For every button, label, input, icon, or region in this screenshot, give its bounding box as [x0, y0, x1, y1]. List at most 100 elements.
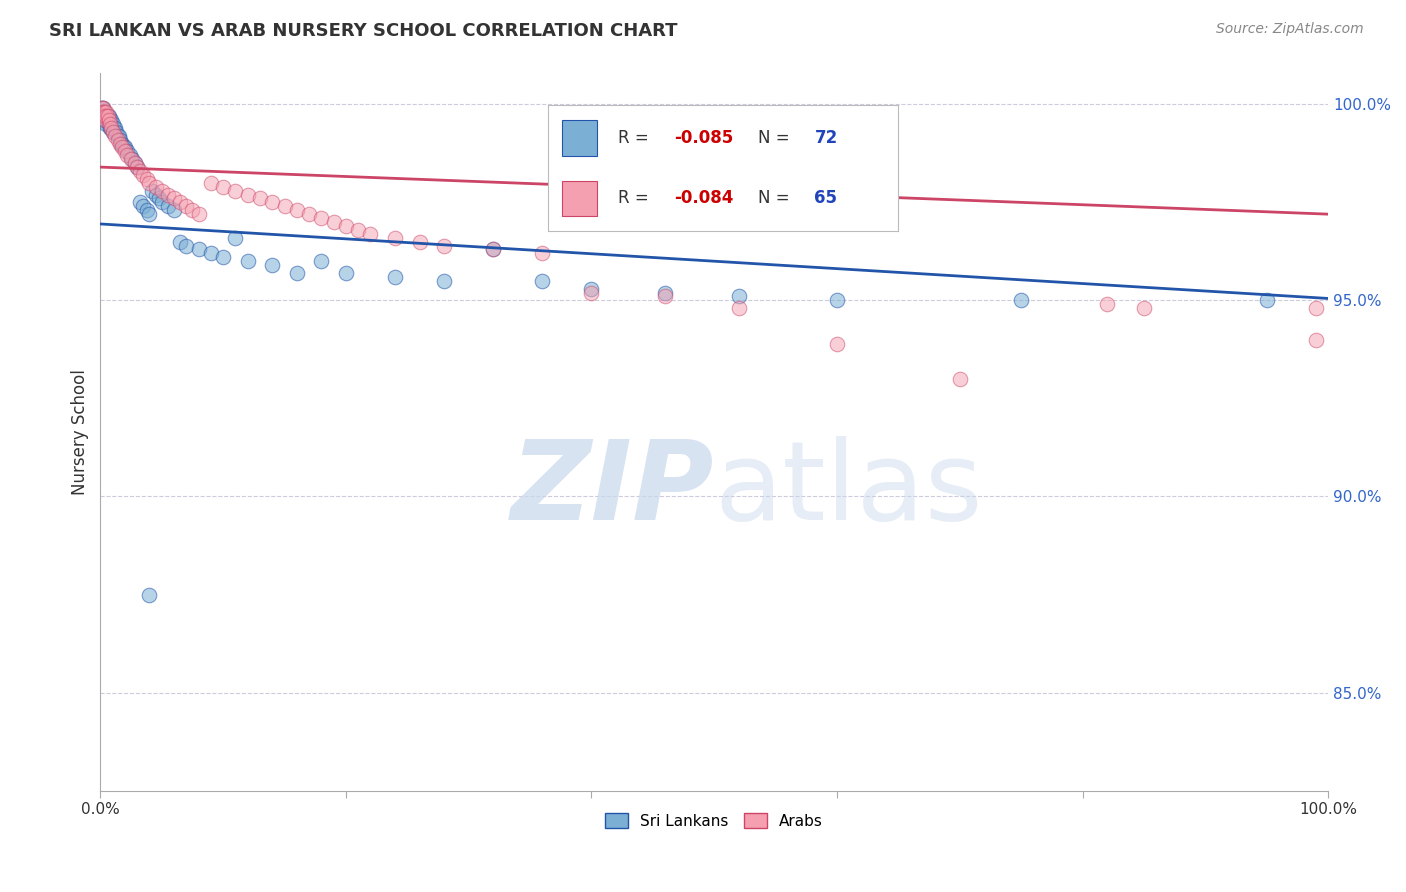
Text: atlas: atlas: [714, 435, 983, 542]
Point: [121, 153, 143, 167]
Point: [103, 120, 125, 135]
Point: [285, 266, 308, 280]
Point: [200, 246, 222, 260]
Point: [132, 199, 155, 213]
Point: [96, 105, 118, 120]
Point: [1305, 333, 1327, 347]
Point: [91, 105, 114, 120]
Point: [169, 195, 191, 210]
Point: [97, 109, 120, 123]
Point: [117, 148, 139, 162]
Point: [90, 101, 112, 115]
Point: [433, 274, 456, 288]
Point: [93, 105, 115, 120]
Point: [108, 136, 131, 151]
Point: [94, 105, 117, 120]
Point: [91, 109, 114, 123]
Point: [132, 168, 155, 182]
Point: [111, 136, 134, 151]
Point: [273, 199, 295, 213]
Point: [169, 235, 191, 249]
Point: [141, 184, 163, 198]
Point: [120, 153, 142, 167]
Point: [96, 113, 118, 128]
Point: [93, 109, 115, 123]
Point: [124, 156, 146, 170]
Point: [1305, 301, 1327, 316]
Point: [408, 235, 430, 249]
Point: [145, 187, 167, 202]
Point: [97, 113, 120, 128]
Y-axis label: Nursery School: Nursery School: [72, 369, 89, 495]
Point: [94, 109, 117, 123]
Point: [531, 274, 554, 288]
Point: [236, 254, 259, 268]
Point: [91, 105, 114, 120]
Point: [98, 120, 121, 135]
Point: [727, 301, 749, 316]
Point: [200, 176, 222, 190]
Point: [187, 243, 209, 257]
Point: [91, 101, 114, 115]
Point: [322, 215, 344, 229]
Point: [1133, 301, 1156, 316]
Point: [433, 238, 456, 252]
Point: [97, 109, 120, 123]
Point: [156, 199, 179, 213]
Point: [128, 164, 150, 178]
Point: [111, 140, 134, 154]
Point: [117, 145, 139, 159]
Point: [138, 207, 160, 221]
Point: [100, 120, 122, 135]
Point: [124, 156, 146, 170]
Point: [176, 238, 198, 252]
Point: [114, 145, 136, 159]
Point: [298, 207, 321, 221]
Point: [249, 191, 271, 205]
Point: [163, 203, 186, 218]
Point: [97, 109, 120, 123]
Point: [1010, 293, 1032, 308]
Point: [118, 148, 141, 162]
Point: [107, 128, 129, 143]
Point: [1095, 297, 1118, 311]
Point: [107, 128, 129, 143]
Point: [181, 203, 204, 218]
Point: [581, 282, 603, 296]
Point: [949, 372, 972, 386]
Point: [654, 289, 676, 303]
Point: [482, 243, 505, 257]
Point: [138, 588, 160, 602]
Text: SRI LANKAN VS ARAB NURSERY SCHOOL CORRELATION CHART: SRI LANKAN VS ARAB NURSERY SCHOOL CORREL…: [49, 22, 678, 40]
Point: [136, 172, 159, 186]
Point: [335, 219, 357, 233]
Point: [94, 113, 117, 128]
Point: [127, 160, 149, 174]
Point: [262, 195, 284, 210]
Point: [97, 117, 120, 131]
Point: [347, 223, 370, 237]
Point: [136, 203, 159, 218]
Point: [101, 125, 124, 139]
Point: [114, 140, 136, 154]
Point: [90, 101, 112, 115]
Point: [163, 191, 186, 205]
Point: [100, 113, 122, 128]
Point: [150, 195, 173, 210]
Point: [128, 195, 150, 210]
Point: [96, 109, 118, 123]
Point: [97, 113, 120, 128]
Point: [101, 125, 124, 139]
Text: ZIP: ZIP: [510, 435, 714, 542]
Point: [138, 176, 160, 190]
Point: [105, 125, 128, 139]
Point: [727, 289, 749, 303]
Point: [654, 285, 676, 300]
Point: [176, 199, 198, 213]
Point: [94, 109, 117, 123]
Point: [101, 117, 124, 131]
Point: [311, 211, 333, 225]
Point: [108, 133, 131, 147]
Point: [150, 184, 173, 198]
Point: [236, 187, 259, 202]
